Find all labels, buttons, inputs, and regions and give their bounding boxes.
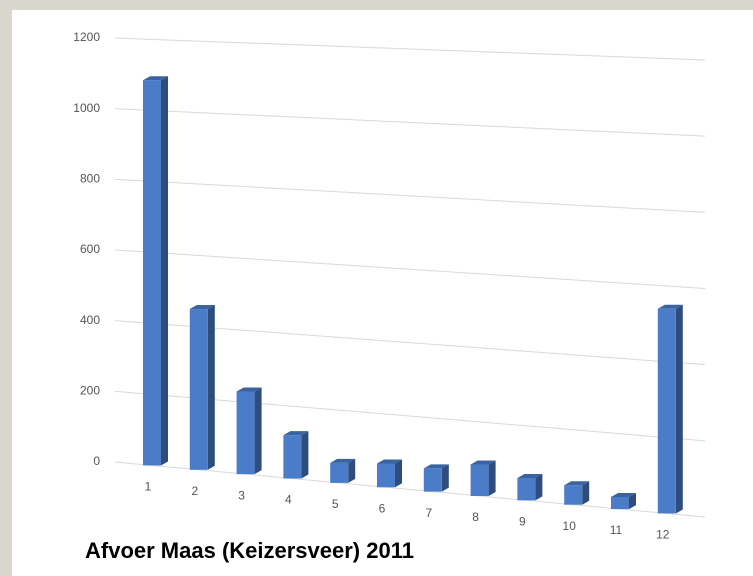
- bar-side: [629, 493, 636, 510]
- bar: [377, 463, 395, 488]
- y-tick-label: 400: [80, 313, 100, 327]
- bar-side: [535, 474, 543, 501]
- bar-top: [283, 431, 309, 436]
- bar-top: [423, 464, 449, 469]
- y-tick-label: 1200: [73, 30, 100, 44]
- bar-side: [395, 459, 402, 488]
- bar: [423, 468, 442, 492]
- bar: [189, 309, 208, 470]
- bar-side: [675, 304, 683, 514]
- grid-line: [114, 108, 706, 137]
- x-tick-label: 1: [145, 480, 152, 494]
- x-tick-label: 6: [379, 501, 386, 515]
- y-tick-label: 600: [80, 242, 100, 256]
- bar-side: [441, 464, 449, 492]
- bar-top: [330, 458, 356, 463]
- bar-side: [207, 305, 215, 470]
- bar-top: [470, 460, 496, 465]
- bar: [143, 80, 161, 466]
- x-tick-label: 4: [285, 493, 292, 507]
- bar: [517, 478, 536, 501]
- bar-side: [301, 431, 309, 479]
- y-tick-label: 200: [80, 384, 100, 398]
- x-tick-label: 5: [332, 497, 339, 511]
- plot-panel: [12, 10, 753, 576]
- bar-top: [611, 493, 636, 498]
- grid-line: [114, 178, 706, 213]
- bar: [470, 464, 489, 496]
- bar-top: [564, 481, 590, 486]
- grid-line: [114, 249, 706, 289]
- x-tick-label: 3: [238, 488, 245, 502]
- bar-side: [488, 460, 496, 496]
- bar-top: [236, 387, 262, 392]
- bar-top: [517, 474, 543, 479]
- bar-top: [189, 305, 215, 310]
- bar-top: [143, 76, 168, 81]
- bar: [611, 497, 629, 510]
- grid-line: [114, 461, 706, 518]
- x-tick-label: 9: [519, 515, 526, 529]
- x-tick-label: 12: [656, 528, 670, 542]
- bar-side: [348, 458, 356, 483]
- bar-top: [377, 459, 402, 464]
- bar-side: [582, 481, 590, 505]
- chart-title: Afvoer Maas (Keizersveer) 2011: [85, 538, 414, 563]
- x-tick-label: 10: [563, 519, 577, 533]
- bar: [283, 435, 302, 479]
- bar: [657, 308, 676, 514]
- bar: [564, 485, 583, 505]
- x-tick-label: 8: [472, 510, 479, 524]
- x-tick-label: 2: [191, 484, 198, 498]
- bar-side: [254, 387, 262, 475]
- y-tick-label: 1000: [73, 101, 100, 115]
- y-tick-label: 800: [80, 172, 100, 186]
- bar-side: [161, 76, 168, 466]
- bar: [330, 462, 349, 483]
- bar-top: [657, 304, 683, 309]
- x-tick-label: 11: [610, 523, 623, 537]
- y-tick-label: 0: [93, 454, 100, 468]
- x-tick-label: 7: [425, 506, 432, 520]
- bar: [236, 391, 255, 475]
- grid-line: [114, 37, 706, 61]
